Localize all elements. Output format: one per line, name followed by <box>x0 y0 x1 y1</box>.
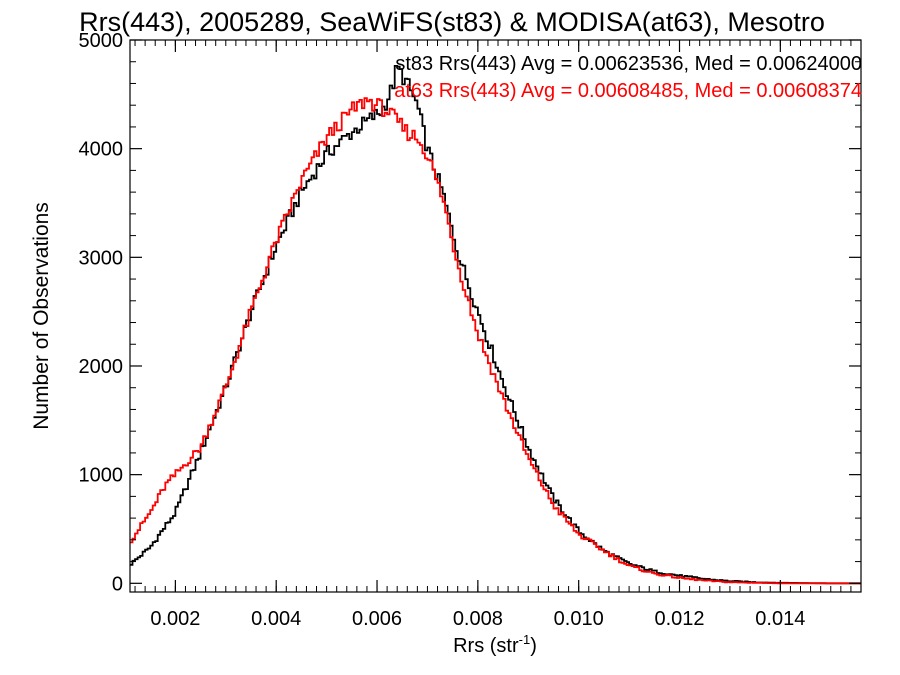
series-line-st83 <box>130 65 861 585</box>
y-axis-ticks: 0 1000 2000 3000 4000 5000 <box>79 30 861 595</box>
x-tick-label: 0.008 <box>453 608 503 630</box>
y-tick-label: 1000 <box>79 465 124 487</box>
y-tick-label: 4000 <box>79 139 124 161</box>
chart-title: Rrs(443), 2005289, SeaWiFS(st83) & MODIS… <box>79 7 825 37</box>
y-tick-label: 0 <box>112 573 123 595</box>
x-axis-label: Rrs (str-1) <box>453 632 537 657</box>
y-tick-label: 5000 <box>79 30 124 52</box>
legend-entry-st83: st83 Rrs(443) Avg = 0.00623536, Med = 0.… <box>395 53 862 75</box>
plot-frame <box>129 39 862 593</box>
x-tick-label: 0.002 <box>150 608 200 630</box>
y-tick-label: 3000 <box>79 247 124 269</box>
y-axis-label: Number of Observations <box>30 202 53 430</box>
y-tick-label: 2000 <box>79 356 124 378</box>
series-layer <box>130 65 861 585</box>
x-tick-label: 0.006 <box>352 608 402 630</box>
x-tick-label: 0.004 <box>251 608 301 630</box>
series-line-at63 <box>130 97 861 585</box>
x-tick-label: 0.012 <box>654 608 704 630</box>
x-tick-label: 0.010 <box>554 608 604 630</box>
legend-entry-at63: at63 Rrs(443) Avg = 0.00608485, Med = 0.… <box>394 80 862 102</box>
x-axis-ticks: 0.002 0.004 0.006 0.008 0.010 0.012 0.014 <box>134 40 852 630</box>
x-tick-label: 0.014 <box>755 608 805 630</box>
